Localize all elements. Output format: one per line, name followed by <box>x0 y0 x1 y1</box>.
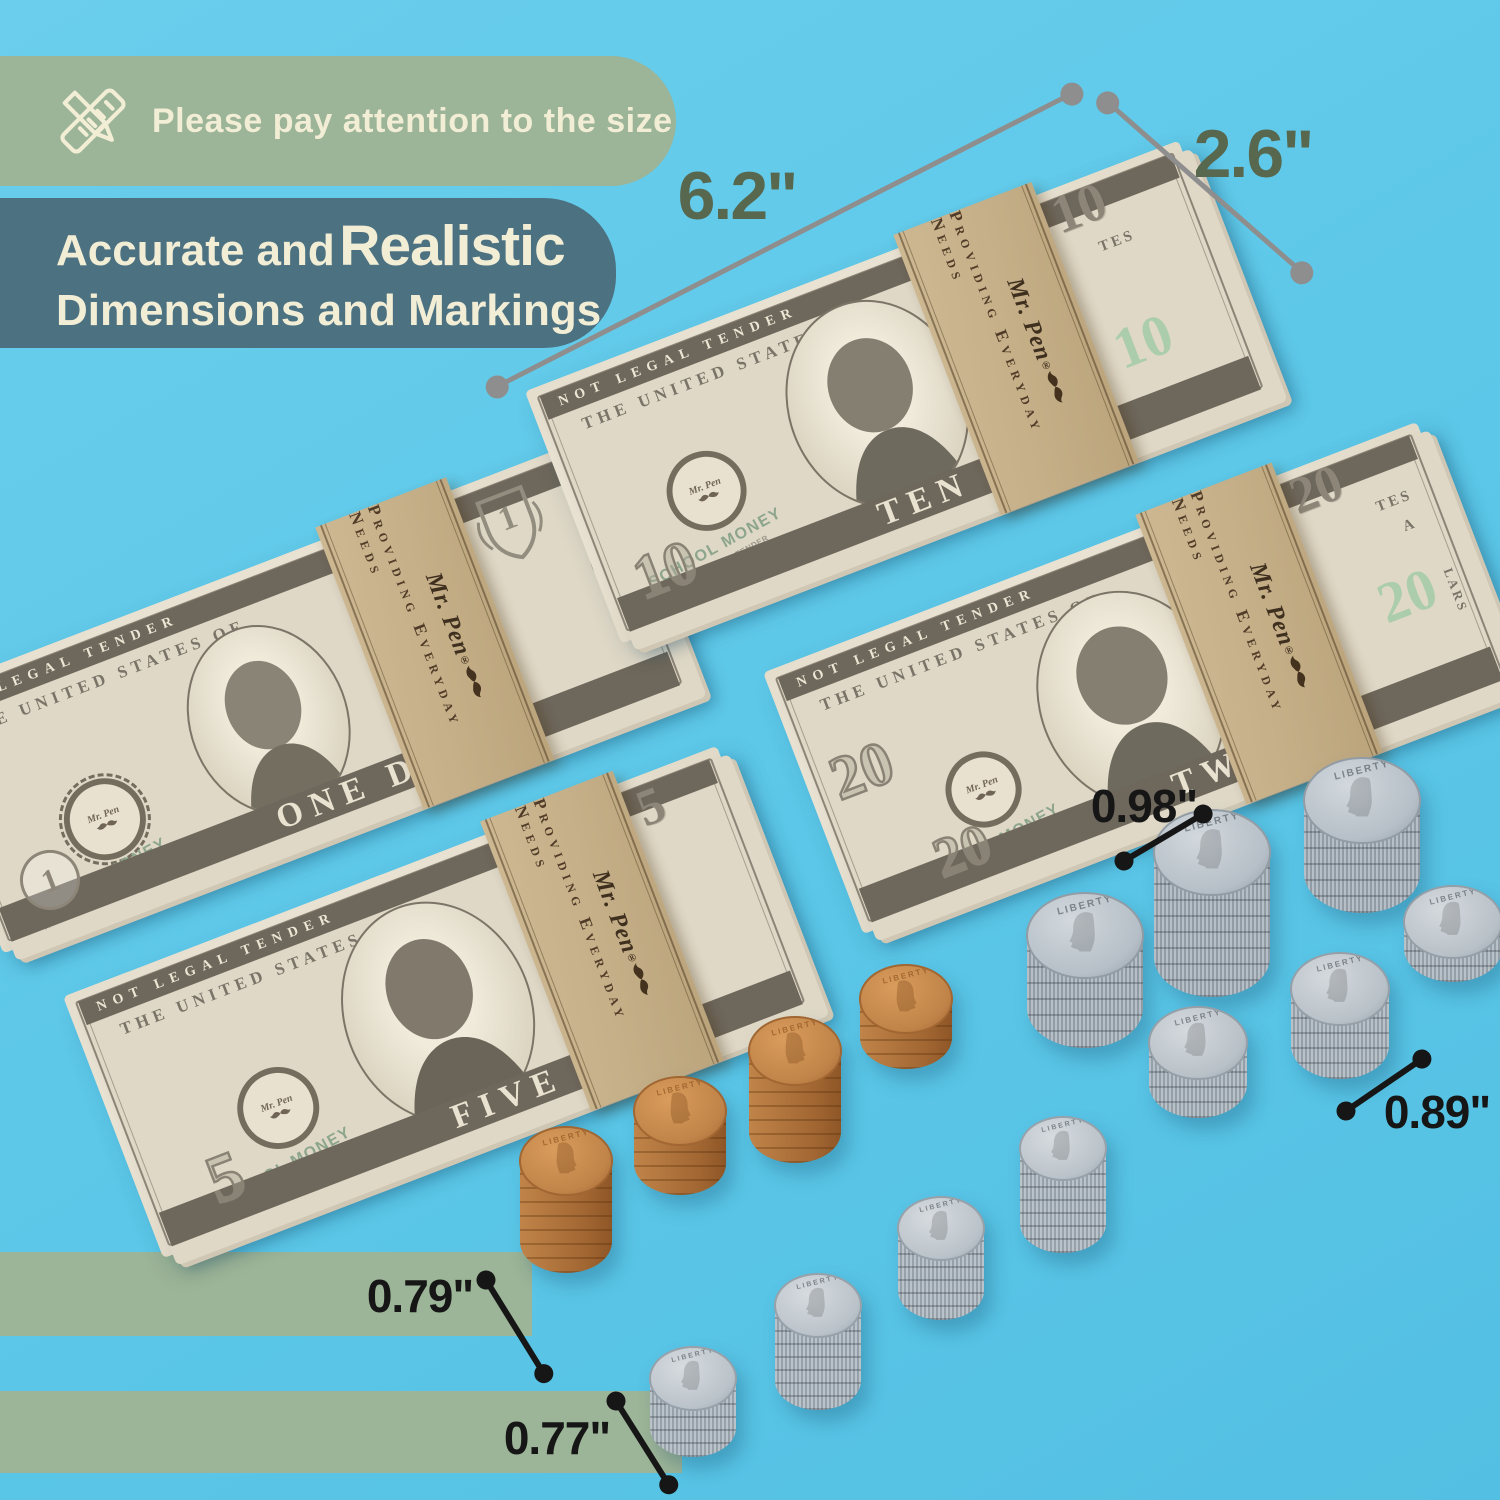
size-note-pill: Please pay attention to the size <box>0 56 676 186</box>
green-numeral: 10 <box>1104 300 1182 382</box>
registered-mark: ® <box>457 652 474 670</box>
headline-realistic: Realistic <box>339 214 565 278</box>
quarter-dimension-label: 0.98" <box>1090 780 1198 832</box>
mr-pen-seal: Mr. Pen <box>225 1055 332 1161</box>
mustache-icon <box>697 491 719 501</box>
mr-pen-seal: Mr. Pen <box>45 759 165 879</box>
ten-dollar-bill: NOT LEGAL TENDER THE UNITED STATES OF HA… <box>524 140 1276 644</box>
mr-pen-seal: Mr. Pen <box>654 439 759 543</box>
headline-line2: Dimensions and Markings <box>56 285 602 335</box>
band-brand: Mr. Pen ® <box>1240 558 1319 693</box>
dime-dimension-label: 0.77" <box>503 1412 611 1464</box>
penny-measure-strip <box>0 1252 532 1336</box>
states-fragment: TES <box>1096 227 1138 256</box>
band-brand: Mr. Pen ® <box>997 273 1076 408</box>
coin-top-face: LIBERTY <box>859 964 953 1034</box>
coin-top-face: LIBERTY <box>1026 892 1144 980</box>
states-fragment: A <box>1400 515 1420 536</box>
penny-dimension-label: 0.79" <box>366 1270 474 1322</box>
band-brand: Mr. Pen ® <box>583 865 662 1000</box>
coin-top-face: LIBERTY <box>1290 952 1390 1026</box>
registered-mark: ® <box>1038 358 1055 375</box>
mr-pen-seal: Mr. Pen <box>934 740 1033 839</box>
one-shield-ornament: 1 <box>464 475 559 579</box>
mustache-icon <box>974 789 996 800</box>
kraft-money-band: Providing Everyday Needs Mr. Pen ® <box>315 477 555 810</box>
mustache-icon <box>1290 655 1306 688</box>
mustache-icon <box>633 963 649 995</box>
size-note-text: Please pay attention to the size <box>152 101 673 140</box>
band-tagline: Providing Everyday Needs <box>345 501 467 731</box>
mustache-icon <box>466 665 482 698</box>
headline-accurate: Accurate and <box>56 226 335 275</box>
band-brand: Mr. Pen ® <box>416 568 495 703</box>
pencil-ruler-icon <box>60 88 126 154</box>
dollars-fragment: LARS <box>1440 565 1472 615</box>
kraft-money-band: Providing Everyday Needs Mr. Pen ® <box>480 770 724 1112</box>
brand-name: Mr. Pen <box>420 568 476 660</box>
kraft-money-band: Providing Everyday Needs Mr. Pen ® <box>893 181 1139 516</box>
coin-top-face: LIBERTY <box>1019 1116 1107 1182</box>
headline-box: Accurate and Realistic Dimensions and Ma… <box>0 198 616 348</box>
bill-length-label: 6.2" <box>677 158 799 234</box>
mustache-icon <box>1047 370 1063 403</box>
coin-top-face: LIBERTY <box>649 1346 737 1412</box>
states-fragment: TES <box>1373 486 1415 516</box>
one-dollar-bill: NOT LEGAL TENDER THE UNITED STATES OF 1 … <box>0 434 695 954</box>
coin-top-face: LIBERTY <box>519 1126 613 1196</box>
dime-measure-strip <box>0 1391 682 1473</box>
coin-top-face: LIBERTY <box>1303 757 1421 845</box>
coin-top-face: LIBERTY <box>1403 885 1500 959</box>
left-numeral: 20 <box>819 727 904 815</box>
coin-top-face: LIBERTY <box>748 1016 842 1086</box>
coin-top-face: LIBERTY <box>774 1273 862 1339</box>
kraft-money-band: Providing Everyday Needs Mr. Pen ® <box>1135 462 1383 805</box>
mustache-icon <box>269 1108 291 1119</box>
brand-name: Mr. Pen <box>1244 559 1300 650</box>
twenty-dollar-bill: NOT LEGAL TENDER THE UNITED STATES OF 20… <box>763 421 1500 935</box>
mustache-icon <box>96 819 117 830</box>
brand-name: Mr. Pen <box>1001 274 1057 365</box>
coin-top-face: LIBERTY <box>633 1076 727 1146</box>
brand-name: Mr. Pen <box>587 866 643 958</box>
registered-mark: ® <box>624 950 641 967</box>
headline-line1: Accurate and Realistic <box>56 212 616 282</box>
nickel-dimension-label: 0.89" <box>1383 1086 1491 1138</box>
coin-top-face: LIBERTY <box>897 1196 985 1262</box>
registered-mark: ® <box>1281 642 1298 660</box>
five-dollar-bill: NOT LEGAL TENDER THE UNITED STATES OF LI… <box>63 745 817 1259</box>
green-numeral: 20 <box>1368 554 1446 637</box>
coin-top-face: LIBERTY <box>1148 1006 1248 1080</box>
bill-height-label: 2.6" <box>1193 116 1315 192</box>
coin-top-face: LIBERTY <box>1153 809 1271 897</box>
